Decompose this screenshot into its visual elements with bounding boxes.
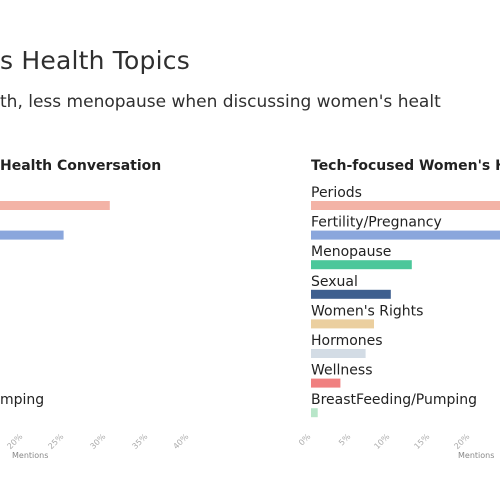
bar-2-7	[311, 378, 341, 388]
panel-title-1: Health Conversation	[0, 158, 161, 174]
page-title: s Health Topics	[0, 46, 190, 75]
category-label-2-1: Periods	[311, 185, 362, 201]
page-subtitle: th, less menopause when discussing women…	[0, 92, 441, 112]
category-label-2-3: Menopause	[311, 244, 391, 260]
x-tick-label-2-4: 15%	[412, 432, 431, 451]
category-label-2-8: BreastFeeding/Pumping	[311, 392, 477, 408]
category-label-2-4: Sexual	[311, 274, 358, 290]
x-tick-label-1-4: 35%	[130, 432, 149, 451]
x-tick-label-1-5: 40%	[171, 432, 190, 451]
bar-2-5	[311, 319, 374, 329]
x-tick-label-1-2: 25%	[46, 432, 65, 451]
x-tick-label-1-3: 30%	[88, 432, 107, 451]
bar-2-2	[311, 230, 500, 240]
category-label-2-7: Wellness	[311, 363, 373, 379]
x-tick-label-1-1: 20%	[5, 432, 24, 451]
category-label-2-6: Hormones	[311, 333, 383, 349]
bar-2-1	[311, 201, 500, 210]
x-tick-label-2-2: 5%	[337, 432, 353, 448]
x-axis-label-1: Mentions	[12, 451, 48, 460]
x-axis-label-2: Mentions	[458, 451, 494, 460]
bar-2-6	[311, 349, 366, 358]
bar-2-4	[311, 289, 391, 299]
category-label-2-2: Fertility/Pregnancy	[311, 215, 442, 231]
x-tick-label-2-1: 0%	[297, 432, 313, 448]
category-label-1-8: mping	[0, 392, 44, 408]
bar-2-8	[311, 408, 318, 418]
x-tick-label-2-5: 20%	[452, 432, 471, 451]
x-tick-label-2-3: 10%	[372, 432, 391, 451]
bar-2-3	[311, 260, 412, 270]
bar-1-1	[0, 201, 110, 210]
category-label-2-5: Women's Rights	[311, 303, 423, 319]
panel-title-2: Tech-focused Women's He	[311, 158, 500, 174]
bar-1-2	[0, 230, 64, 240]
